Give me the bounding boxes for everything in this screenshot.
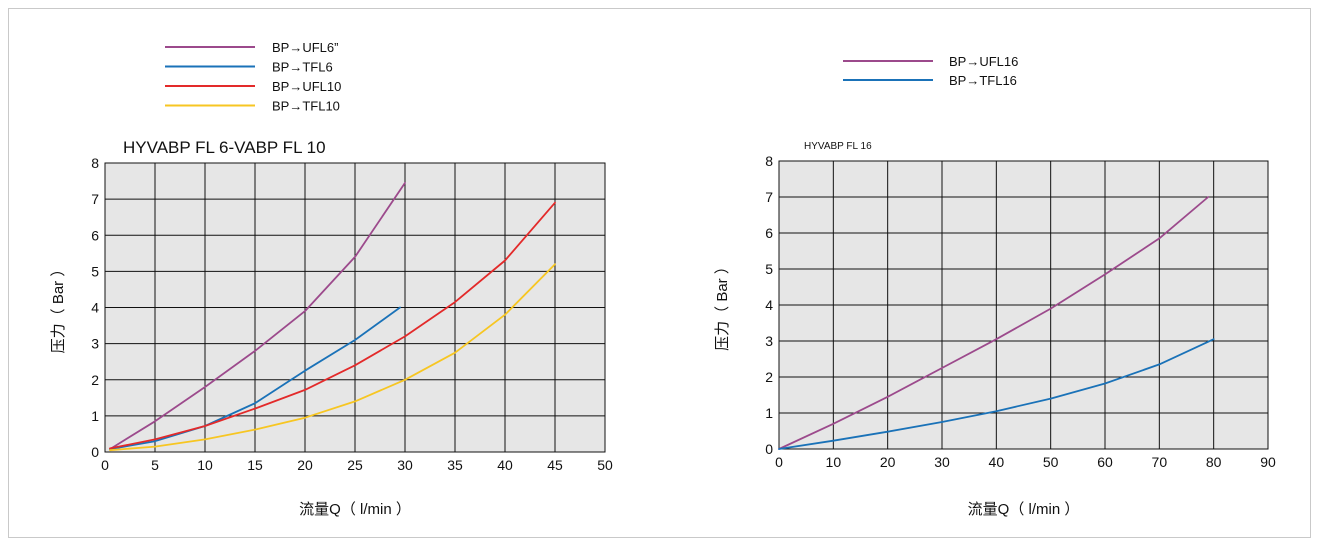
x-tick-label: 0 <box>775 454 783 470</box>
series-line-3 <box>109 201 556 450</box>
x-tick-label: 5 <box>151 457 159 473</box>
x-axis-label: 流量Q（ l/min ） <box>299 501 411 518</box>
x-tick-label: 60 <box>1097 454 1113 470</box>
y-tick-label: 8 <box>91 155 99 171</box>
x-tick-label: 70 <box>1152 454 1168 470</box>
series-line-2 <box>778 338 1215 450</box>
series-line-1 <box>109 182 406 450</box>
y-tick-label: 4 <box>91 300 99 316</box>
legend-label-1: BP→UFL16 <box>949 54 1018 69</box>
y-tick-label: 2 <box>765 369 773 385</box>
y-tick-label: 2 <box>91 372 99 388</box>
legend-label-2: BP→TFL16 <box>949 73 1017 88</box>
y-tick-label: 1 <box>91 408 99 424</box>
x-tick-label: 30 <box>934 454 950 470</box>
x-tick-label: 10 <box>826 454 842 470</box>
x-tick-label: 45 <box>547 457 563 473</box>
x-tick-label: 50 <box>1043 454 1059 470</box>
series-line-1 <box>778 196 1210 450</box>
x-tick-label: 90 <box>1260 454 1276 470</box>
x-tick-label: 15 <box>247 457 263 473</box>
y-tick-label: 5 <box>765 261 773 277</box>
y-tick-label: 3 <box>91 336 99 352</box>
x-tick-label: 40 <box>989 454 1005 470</box>
y-tick-label: 6 <box>765 225 773 241</box>
y-axis-label: 压力（ Bar ） <box>714 259 731 351</box>
x-tick-label: 10 <box>197 457 213 473</box>
chart-title: HYVABP FL 6-VABP FL 10 <box>123 138 326 157</box>
x-tick-label: 25 <box>347 457 363 473</box>
series-line-4 <box>109 263 556 452</box>
y-tick-label: 6 <box>91 227 99 243</box>
chart-frame: 0 5 10 15 20 25 30 35 40 45 50 0 1 2 3 4 5 6 7 8 BP→UFL6” BP→… <box>8 8 1311 538</box>
x-axis-label: 流量Q（ l/min ） <box>968 501 1080 518</box>
y-tick-label: 7 <box>91 191 99 207</box>
legend-label-1: BP→UFL6” <box>272 40 338 55</box>
x-tick-label: 80 <box>1206 454 1222 470</box>
y-tick-label: 4 <box>765 297 773 313</box>
legend-label-3: BP→UFL10 <box>272 79 341 94</box>
y-axis-label: 压力（ Bar ） <box>50 262 67 354</box>
x-tick-label: 30 <box>397 457 413 473</box>
x-tick-label: 20 <box>880 454 896 470</box>
y-tick-label: 0 <box>91 444 99 460</box>
x-tick-label: 20 <box>297 457 313 473</box>
x-tick-label: 35 <box>447 457 463 473</box>
legend-label-4: BP→TFL10 <box>272 99 340 114</box>
y-tick-label: 1 <box>765 405 773 421</box>
x-tick-label: 0 <box>101 457 109 473</box>
charts-canvas: 0 5 10 15 20 25 30 35 40 45 50012345678BP→UFL6”BP→… <box>50 40 1276 518</box>
y-tick-label: 7 <box>765 189 773 205</box>
legend-label-2: BP→TFL6 <box>272 60 333 75</box>
x-tick-label: 50 <box>597 457 613 473</box>
series-line-2 <box>109 306 401 450</box>
y-tick-label: 3 <box>765 333 773 349</box>
y-tick-label: 8 <box>765 153 773 169</box>
y-tick-label: 0 <box>765 441 773 457</box>
y-tick-label: 5 <box>91 263 99 279</box>
chart-title: HYVABP FL 16 <box>804 141 872 152</box>
x-tick-label: 40 <box>497 457 513 473</box>
